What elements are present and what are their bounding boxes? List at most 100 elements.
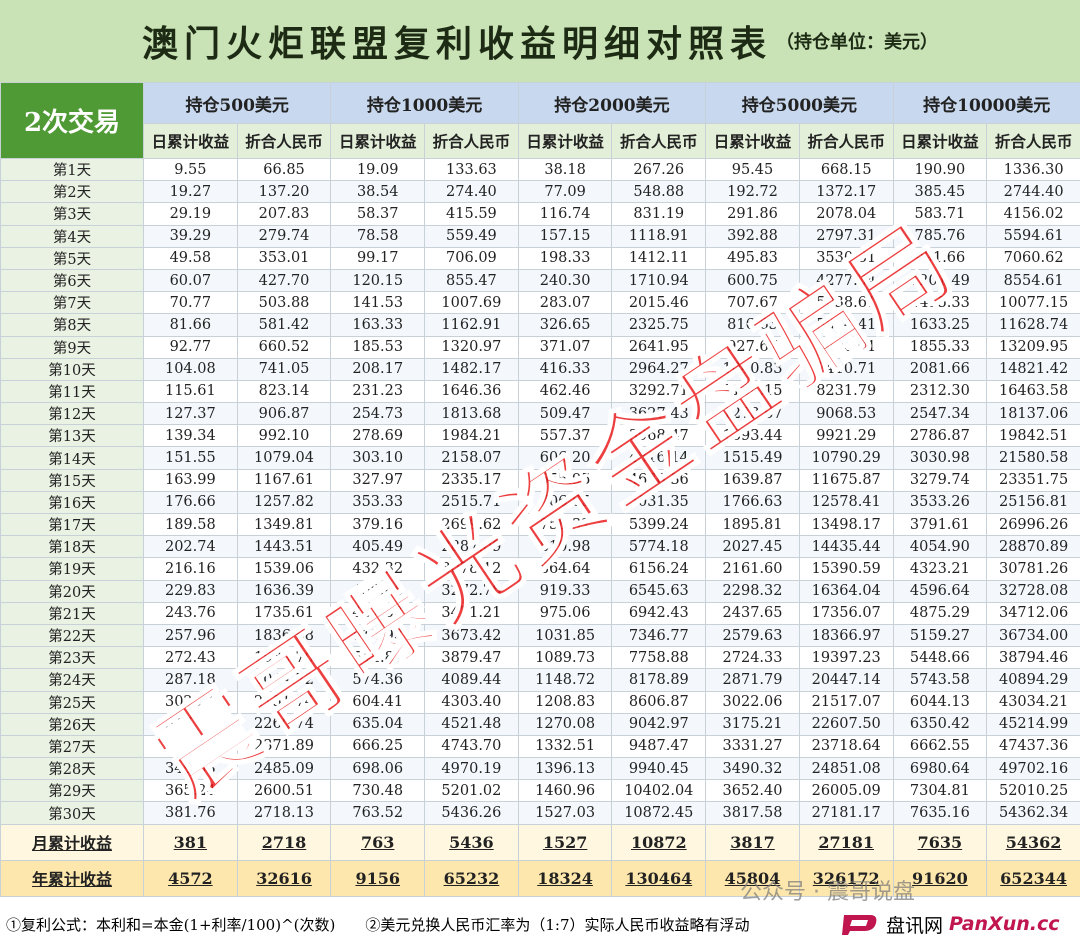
value-cell: 5594.61 (986, 224, 1080, 248)
value-cell: 1646.36 (424, 379, 519, 404)
value-cell: 18366.97 (798, 623, 894, 648)
total-cell: 32616 (236, 859, 332, 897)
value-cell: 38794.46 (986, 646, 1080, 670)
value-cell: 758.32 (517, 512, 613, 537)
value-cell: 1336.30 (986, 157, 1080, 182)
value-cell: 2744.40 (986, 180, 1080, 204)
day-cell: 第24天 (0, 668, 144, 692)
group-header: 持仓2000美元 (517, 82, 707, 124)
total-cell: 763 (330, 823, 426, 861)
value-cell: 2718.13 (236, 801, 332, 825)
value-cell: 1148.72 (517, 668, 613, 692)
day-cell: 第29天 (0, 779, 144, 803)
value-cell: 60.07 (143, 268, 238, 293)
day-cell: 第14天 (0, 446, 144, 470)
value-cell: 1162.91 (424, 313, 519, 337)
value-cell: 405.49 (330, 535, 426, 559)
sub-header: 日累计收益 (892, 123, 988, 159)
day-cell: 第23天 (0, 646, 144, 670)
value-cell: 14435.44 (798, 535, 894, 559)
value-cell: 81.66 (143, 313, 238, 337)
group-header: 持仓10000美元 (892, 82, 1080, 124)
value-cell: 2547.34 (892, 402, 988, 426)
value-cell: 3533.26 (892, 490, 988, 515)
value-cell: 32728.08 (986, 579, 1080, 603)
value-cell: 1443.51 (236, 535, 332, 559)
total-cell: 326172 (798, 859, 894, 897)
total-row: 年累计收益 4572 32616 9156 65232 18324 130464 45804 3… (0, 859, 1080, 897)
value-cell: 864.64 (517, 557, 613, 581)
value-cell: 4303.40 (424, 690, 519, 714)
value-cell: 104.08 (143, 357, 238, 381)
day-cell: 第4天 (0, 224, 144, 248)
value-cell: 5774.18 (611, 535, 707, 559)
value-cell: 2015.46 (611, 291, 707, 315)
value-cell: 1118.91 (611, 224, 707, 248)
value-cell: 4970.19 (424, 757, 519, 781)
value-cell: 385.45 (892, 180, 988, 204)
value-cell: 3627.43 (611, 402, 707, 426)
data-row: 第8天 81.66 581.42 163.33 1162.91 326.65 2325.75… (0, 313, 1080, 337)
day-cell: 第16天 (0, 490, 144, 515)
value-cell: 272.43 (143, 646, 238, 670)
total-cell: 7635 (892, 823, 988, 861)
value-cell: 26005.09 (798, 779, 894, 803)
value-cell: 2161.60 (705, 557, 800, 581)
value-cell: 3078.12 (424, 557, 519, 581)
day-cell: 第12天 (0, 402, 144, 426)
value-cell: 992.10 (236, 424, 332, 448)
value-cell: 548.88 (611, 180, 707, 204)
value-cell: 54362.34 (986, 801, 1080, 825)
value-cell: 741.05 (236, 357, 332, 381)
value-cell: 115.61 (143, 379, 238, 404)
value-cell: 19.09 (330, 157, 426, 182)
value-cell: 975.06 (517, 601, 613, 625)
value-cell: 38.18 (517, 157, 613, 182)
value-cell: 6980.64 (892, 757, 988, 781)
total-cell: 3817 (705, 823, 800, 861)
value-cell: 267.26 (611, 157, 707, 182)
value-cell: 2081.66 (892, 357, 988, 381)
value-cell: 327.97 (330, 468, 426, 492)
value-cell: 9487.47 (611, 734, 707, 759)
value-cell: 1813.68 (424, 402, 519, 426)
value-cell: 668.15 (798, 157, 894, 182)
data-row: 第22天 257.96 1836.68 515.93 3673.42 1031.85 734… (0, 623, 1080, 648)
value-cell: 10402.04 (611, 779, 707, 803)
sub-header: 折合人民币 (611, 123, 707, 159)
value-cell: 36734.00 (986, 623, 1080, 648)
value-cell: 21580.58 (986, 446, 1080, 470)
value-cell: 2298.32 (705, 579, 800, 603)
value-cell: 604.41 (330, 690, 426, 714)
value-cell: 70.77 (143, 291, 238, 315)
value-cell: 19397.23 (798, 646, 894, 670)
value-cell: 2027.45 (705, 535, 800, 559)
value-cell: 666.25 (330, 734, 426, 759)
value-cell: 6942.43 (611, 601, 707, 625)
value-cell: 2871.79 (705, 668, 800, 692)
value-cell: 1396.13 (517, 757, 613, 781)
value-cell: 127.37 (143, 402, 238, 426)
sub-header: 日累计收益 (517, 123, 613, 159)
value-cell: 5448.66 (892, 646, 988, 670)
value-cell: 58.37 (330, 202, 426, 226)
data-row: 第5天 49.58 353.01 99.17 706.09 198.33 1412.11 49… (0, 246, 1080, 270)
value-cell: 207.83 (236, 202, 332, 226)
value-cell: 8178.89 (611, 668, 707, 692)
value-cell: 3791.61 (892, 512, 988, 537)
day-cell: 第13天 (0, 424, 144, 448)
value-cell: 23718.64 (798, 734, 894, 759)
day-cell: 第8天 (0, 313, 144, 337)
value-cell: 9042.97 (611, 712, 707, 736)
total-cell: 9156 (330, 859, 426, 897)
corner-cell: 2次交易 (0, 82, 144, 159)
value-cell: 22607.50 (798, 712, 894, 736)
value-cell: 2325.75 (611, 313, 707, 337)
day-cell: 第9天 (0, 335, 144, 359)
value-cell: 1939.70 (236, 646, 332, 670)
data-row: 第11天 115.61 823.14 231.23 1646.36 462.46 3292.… (0, 379, 1080, 404)
sub-header: 日累计收益 (143, 123, 238, 159)
day-cell: 第6天 (0, 268, 144, 293)
value-cell: 353.33 (330, 490, 426, 515)
value-cell: 2151.74 (236, 690, 332, 714)
